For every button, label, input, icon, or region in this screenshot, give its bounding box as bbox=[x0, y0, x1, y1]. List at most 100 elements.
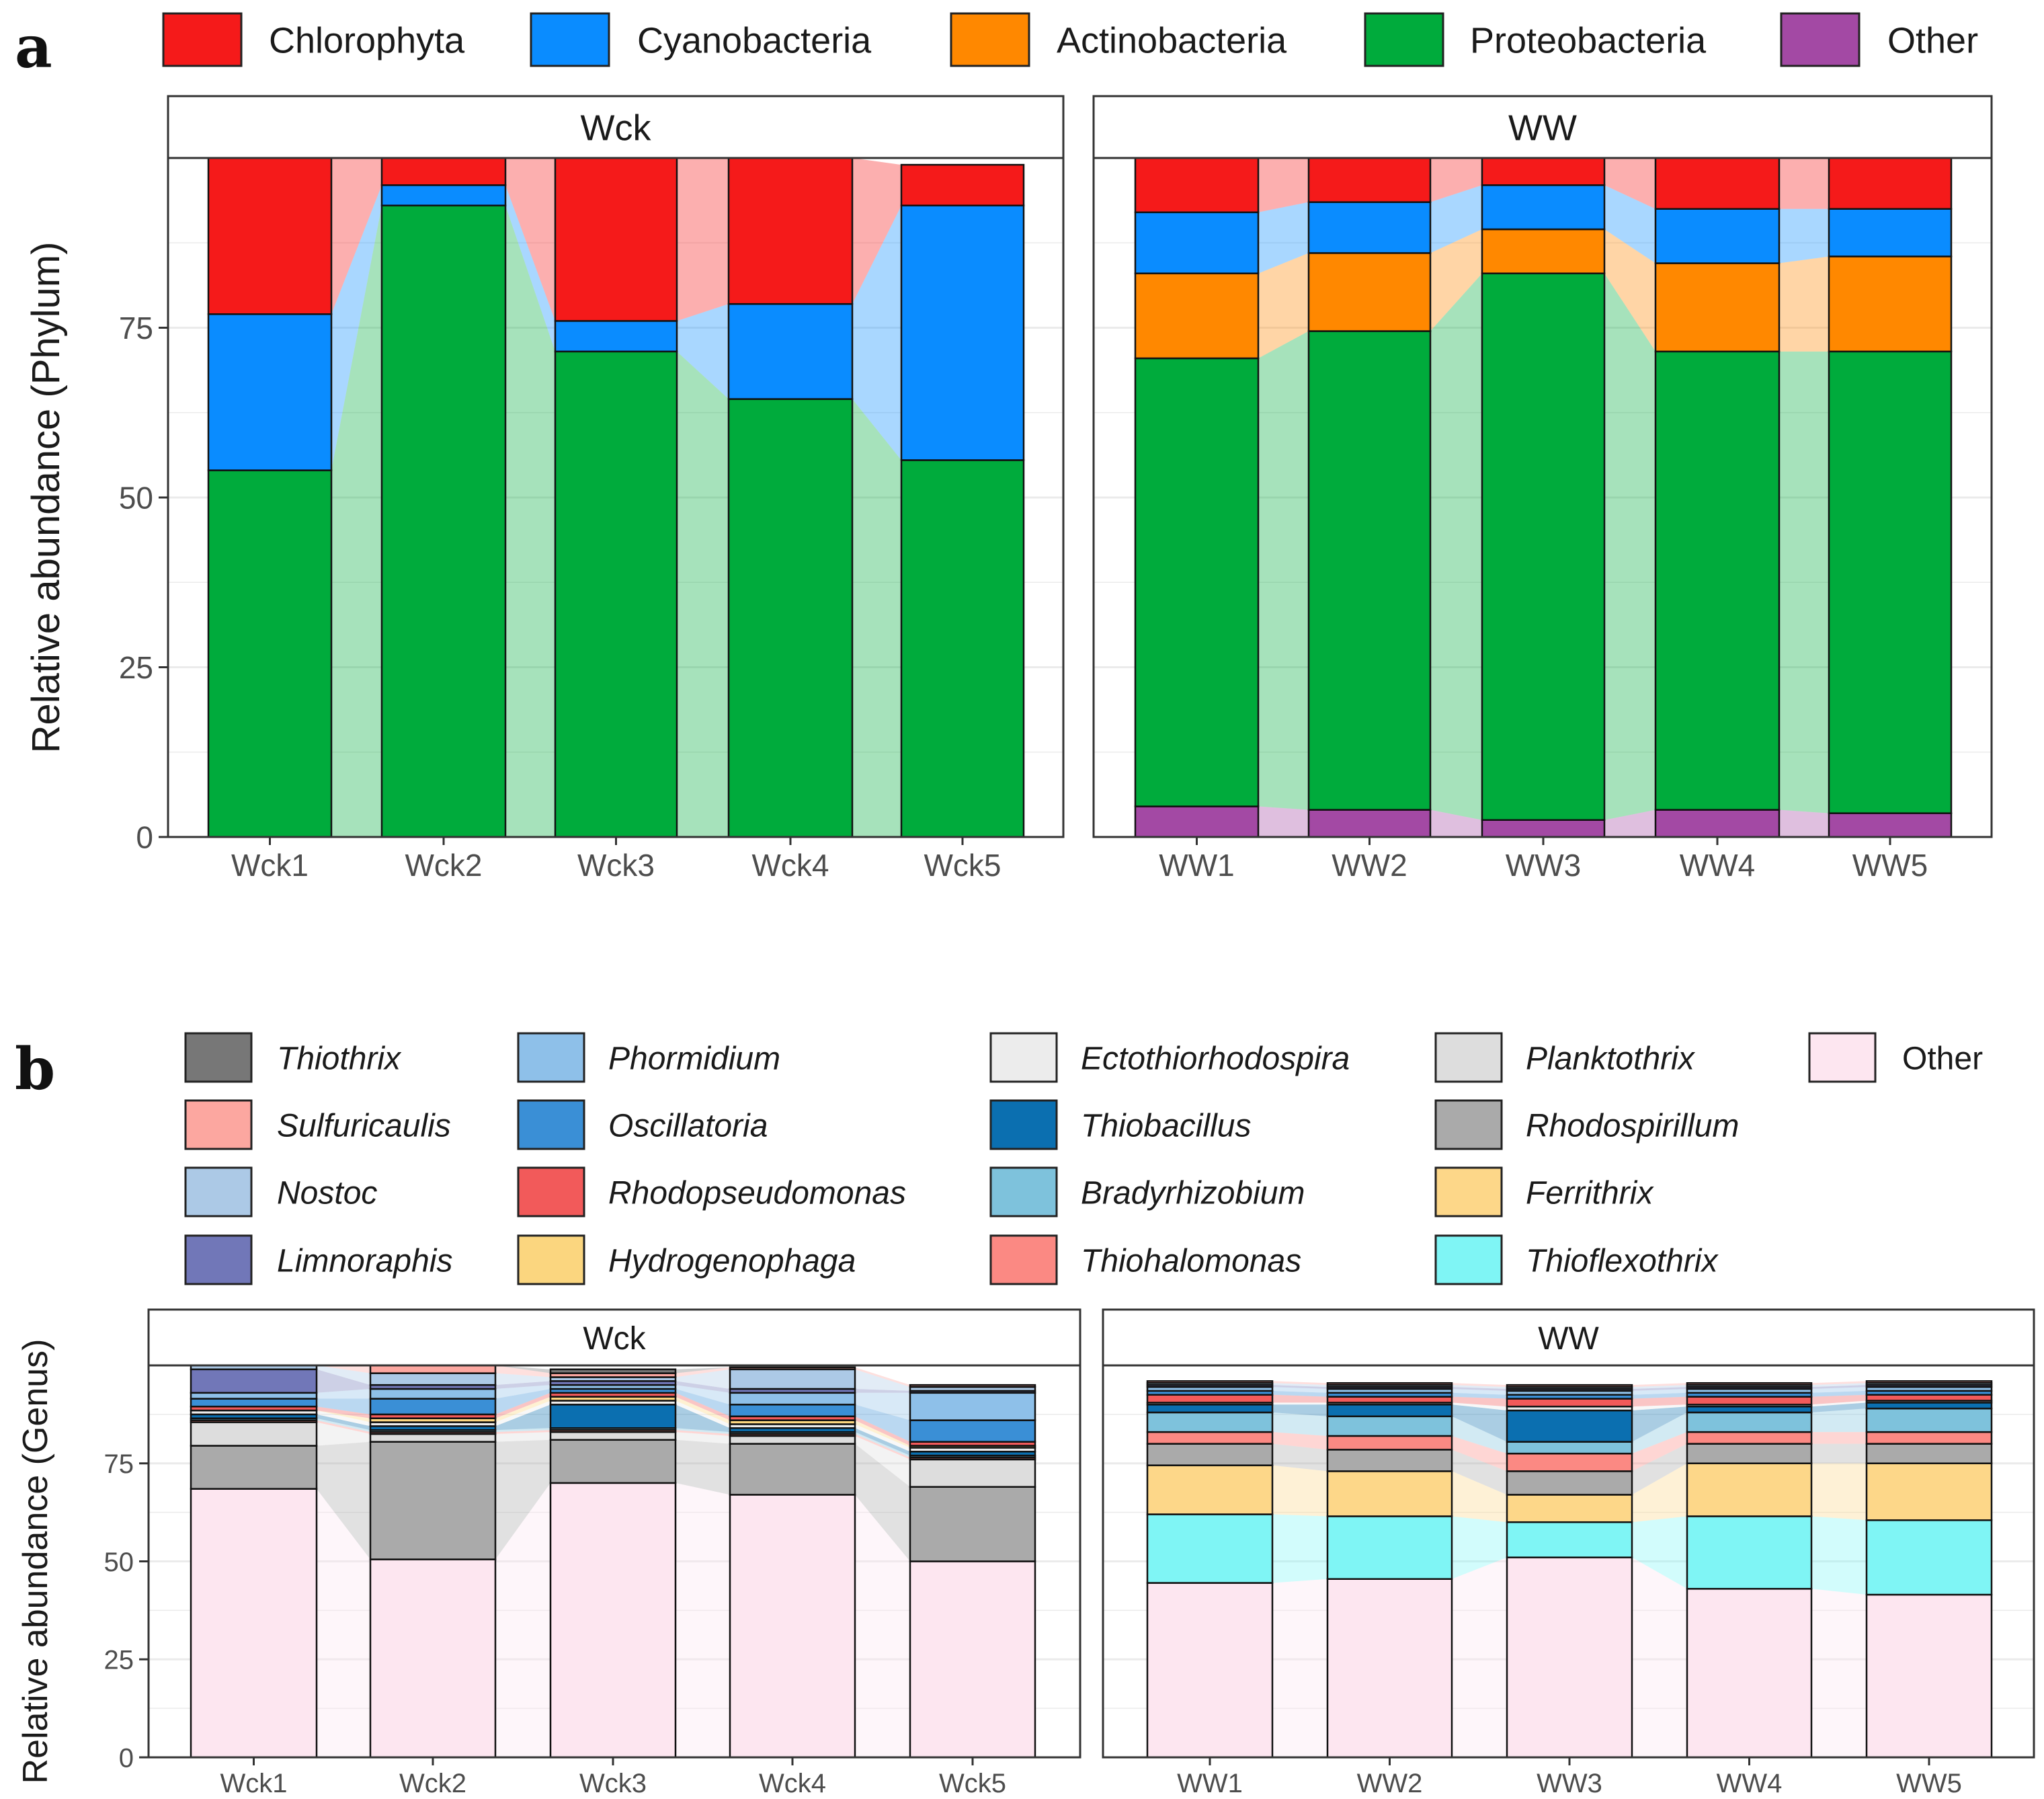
alluvium-thiobacillus bbox=[1811, 1402, 1867, 1412]
facet-title: Wck bbox=[581, 108, 652, 148]
x-tick-label: Wck4 bbox=[759, 1769, 826, 1798]
facet-strip bbox=[147, 1308, 1081, 1367]
legend-swatch bbox=[530, 12, 610, 67]
legend-swatch bbox=[184, 1099, 253, 1150]
bar-segment-thiohalomonas bbox=[1326, 1435, 1453, 1451]
bar-segment-ferrithrix bbox=[1146, 1464, 1274, 1515]
alluvium-nostoc bbox=[676, 1369, 730, 1389]
alluvium-limnoraphis bbox=[1632, 1387, 1687, 1391]
alluvium-sulfuricaulis bbox=[1452, 1383, 1507, 1388]
alluvium-ferrithrix bbox=[1632, 1463, 1687, 1523]
bar-segment-thioflexothrix bbox=[1146, 1513, 1274, 1584]
bar-segment-rhodospirillum bbox=[1326, 1449, 1453, 1472]
bar-segment-ferrithrix bbox=[1326, 1470, 1453, 1517]
alluvium-sulfuricaulis bbox=[317, 1365, 370, 1373]
alluvium-nostoc bbox=[855, 1369, 910, 1391]
bar-segment-rhodospirillum bbox=[1686, 1443, 1813, 1465]
alluvium-phormidium bbox=[676, 1385, 730, 1405]
bar-segment-other bbox=[1686, 1588, 1813, 1759]
bar-segment-bradyrhizobium bbox=[1146, 1411, 1274, 1433]
y-tick-label: 0 bbox=[119, 1743, 134, 1773]
y-tick-label: 25 bbox=[104, 1646, 134, 1675]
alluvium-rhodospirillum bbox=[1452, 1449, 1507, 1495]
alluvium-rhodopseudomonas bbox=[1452, 1396, 1507, 1407]
alluvium-sulfuricaulis bbox=[1632, 1383, 1687, 1388]
legend: Thiothrix Sulfuricaulis Nostoc Limnoraphis P… bbox=[184, 1032, 1983, 1285]
alluvium-thiobacillus bbox=[495, 1404, 550, 1431]
alluvium-ectothiorhodospira bbox=[855, 1424, 910, 1452]
alluvium-actinobacteria bbox=[1430, 229, 1482, 331]
alluvium-rhodospirillum bbox=[1272, 1443, 1327, 1472]
alluvium-thiobacillus bbox=[1632, 1406, 1687, 1442]
alluvium-phormidium bbox=[1272, 1387, 1327, 1393]
bar-segment-actinobacteria bbox=[1307, 252, 1432, 332]
alluvium-planktothrix bbox=[676, 1432, 730, 1444]
y-tick-label: 75 bbox=[104, 1449, 134, 1479]
facet-title: WW bbox=[1538, 1321, 1599, 1357]
legend-swatch bbox=[517, 1032, 585, 1083]
alluvium-ectothiorhodospira bbox=[495, 1400, 550, 1427]
facet-ww: WW WW1 WW2 WW3 WW4 WW5 bbox=[1092, 95, 1993, 883]
legend-label: Actinobacteria bbox=[1057, 20, 1287, 61]
legend-label: Other bbox=[1902, 1041, 1983, 1076]
legend-swatch bbox=[989, 1234, 1058, 1285]
bar-segment-rhodospirillum bbox=[909, 1486, 1036, 1562]
alluvium-cyanobacteria bbox=[677, 304, 729, 399]
legend-label: Rhodopseudomonas bbox=[608, 1175, 906, 1211]
bar-segment-chlorophyta bbox=[1481, 157, 1606, 186]
bar-segment-bradyrhizobium bbox=[1326, 1415, 1453, 1437]
alluvium-nostoc bbox=[1632, 1385, 1687, 1389]
bar-segment-cyanobacteria bbox=[900, 204, 1025, 461]
alluvium-oscillatoria bbox=[855, 1404, 910, 1442]
legend-swatch bbox=[1434, 1166, 1503, 1217]
bar-segment-nostoc bbox=[729, 1368, 856, 1390]
alluvium-phormidium bbox=[1452, 1388, 1507, 1395]
legend-label: Ectothiorhodospira bbox=[1081, 1041, 1350, 1076]
bar-segment-rhodospirillum bbox=[729, 1443, 856, 1496]
bar-segment-oscillatoria bbox=[729, 1404, 856, 1418]
bar-segment-rhodospirillum bbox=[1146, 1443, 1274, 1466]
legend-swatch bbox=[517, 1234, 585, 1285]
alluvium-rhodopseudomonas bbox=[1632, 1396, 1687, 1407]
alluvium-rhodopseudomonas bbox=[1272, 1394, 1327, 1403]
bar-segment-ferrithrix bbox=[1865, 1462, 1993, 1521]
alluvium-other bbox=[1604, 809, 1655, 837]
alluvium-phormidium bbox=[317, 1388, 370, 1399]
x-tick-label: WW1 bbox=[1177, 1769, 1243, 1798]
alluvium-limnoraphis bbox=[317, 1369, 370, 1393]
legend-label: Thiothrix bbox=[277, 1041, 402, 1076]
bar-segment-rhodopseudomonas bbox=[1686, 1396, 1813, 1406]
x-tick-label: Wck1 bbox=[231, 848, 309, 883]
alluvium-thiohalomonas bbox=[1452, 1435, 1507, 1472]
legend-label: Cyanobacteria bbox=[637, 20, 872, 61]
legend-label: Rhodospirillum bbox=[1526, 1108, 1739, 1144]
legend-label: Sulfuricaulis bbox=[277, 1108, 451, 1144]
bar-segment-chlorophyta bbox=[1134, 157, 1260, 214]
legend-label: Chlorophyta bbox=[269, 20, 465, 61]
alluvium-nostoc bbox=[495, 1373, 550, 1386]
x-tick-label: WW2 bbox=[1357, 1769, 1423, 1798]
bar-segment-proteobacteria bbox=[1654, 350, 1781, 811]
legend-label: Limnoraphis bbox=[277, 1243, 452, 1279]
alluvium-rhodospirillum bbox=[495, 1439, 550, 1560]
bar-segment-thiohalomonas bbox=[1146, 1431, 1274, 1445]
bar-segment-ferrithrix bbox=[1506, 1494, 1633, 1523]
alluvium-thioflexothrix bbox=[1452, 1516, 1507, 1579]
facet-wck: Wck Wck1 Wck2 Wck3 Wck4 Wck5 bbox=[147, 1308, 1081, 1798]
alluvium-chlorophyta bbox=[331, 158, 382, 315]
alluvium-chlorophyta bbox=[1430, 158, 1482, 202]
facet-ww: WW WW1 WW2 WW3 WW4 WW5 bbox=[1102, 1308, 2035, 1798]
x-tick-label: Wck1 bbox=[220, 1769, 288, 1798]
bar-segment-phormidium bbox=[190, 1392, 318, 1400]
alluvium-cyanobacteria bbox=[1430, 185, 1482, 253]
legend-label: Proteobacteria bbox=[1470, 20, 1707, 61]
alluvium-other bbox=[1632, 1557, 1687, 1757]
alluvium-ectothiorhodospira bbox=[1811, 1400, 1867, 1407]
alluvium-chlorophyta bbox=[677, 158, 729, 321]
alluvium-limnoraphis bbox=[676, 1381, 730, 1393]
bar-segment-thioflexothrix bbox=[1326, 1515, 1453, 1580]
alluvium-planktothrix bbox=[317, 1422, 370, 1446]
alluvium-chlorophyta bbox=[1604, 158, 1655, 209]
alluvium-proteobacteria bbox=[1430, 273, 1482, 820]
legend-swatch bbox=[184, 1032, 253, 1083]
